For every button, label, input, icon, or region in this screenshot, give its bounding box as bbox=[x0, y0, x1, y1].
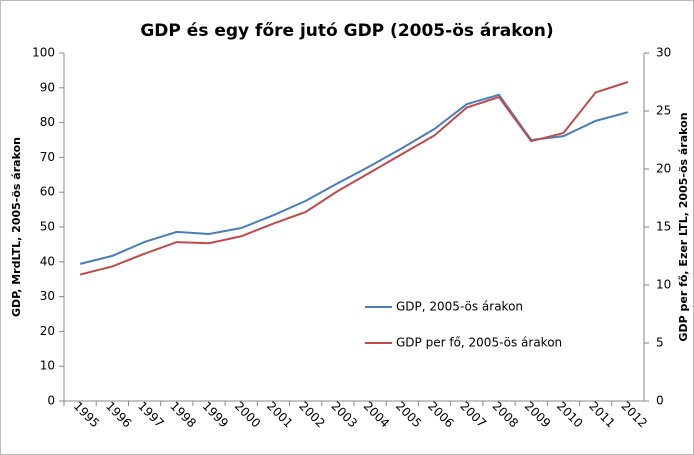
y2-tick-label: 15 bbox=[656, 220, 671, 234]
y2-tick-label: 10 bbox=[656, 278, 671, 292]
y-tick-label: 70 bbox=[40, 150, 55, 164]
y2-tick-label: 25 bbox=[656, 104, 671, 118]
legend-label: GDP per fő, 2005-ös árakon bbox=[396, 336, 562, 350]
y-tick-label: 100 bbox=[32, 46, 55, 60]
y2-tick-label: 0 bbox=[656, 394, 664, 408]
y-axis-label: GDP, MrdLTL, 2005-ös árakon bbox=[10, 137, 23, 317]
legend-label: GDP, 2005-ös árakon bbox=[396, 300, 523, 314]
series-line bbox=[79, 81, 629, 276]
y-tick-label: 20 bbox=[40, 324, 55, 338]
y2-tick-label: 20 bbox=[656, 162, 671, 176]
y2-axis-label: GDP per fő, Ezer LTL, 2005-ös árakon bbox=[677, 112, 690, 341]
y2-tick-label: 30 bbox=[656, 46, 671, 60]
y-tick-label: 0 bbox=[47, 394, 55, 408]
y-tick-label: 40 bbox=[40, 254, 55, 268]
y2-tick-label: 5 bbox=[656, 336, 664, 350]
y-tick-label: 60 bbox=[40, 185, 55, 199]
chart-title: GDP és egy főre jutó GDP (2005-ös árakon… bbox=[140, 21, 553, 41]
y-tick-label: 50 bbox=[40, 220, 55, 234]
y-tick-label: 30 bbox=[40, 289, 55, 303]
y-tick-label: 10 bbox=[40, 359, 55, 373]
y-tick-label: 90 bbox=[40, 80, 55, 94]
y-tick-label: 80 bbox=[40, 115, 55, 129]
